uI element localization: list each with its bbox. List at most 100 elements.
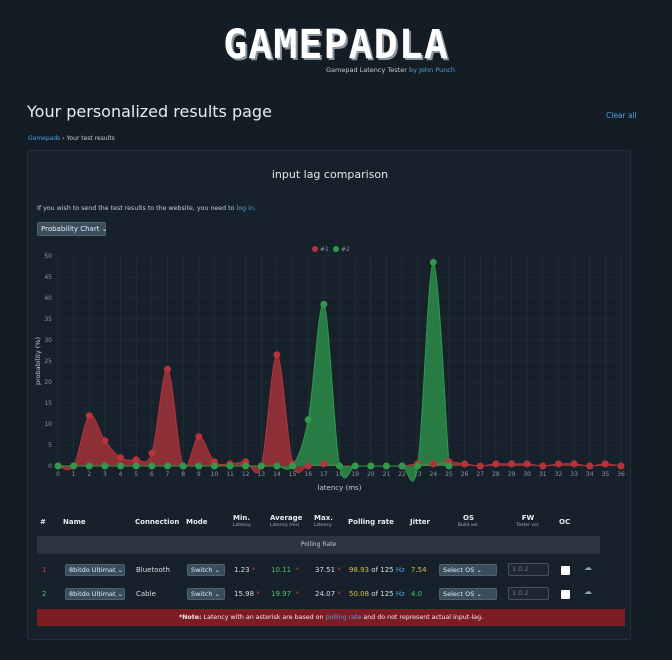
connection-value: Bluetooth <box>136 566 170 574</box>
polling-rate-link[interactable]: polling rate <box>325 614 362 621</box>
data-point <box>101 437 109 445</box>
asterisk: * <box>256 590 260 598</box>
x-tick-label: 32 <box>555 471 563 478</box>
min-latency: 15.98 * <box>234 582 260 606</box>
login-note: If you wish to send the test results to … <box>37 205 256 212</box>
data-point <box>351 462 359 470</box>
x-tick-label: 10 <box>211 471 219 478</box>
chart-type-select[interactable]: Probability Chart ⌄ <box>37 222 108 236</box>
data-point <box>320 460 328 468</box>
mode-select[interactable]: Switch ⌄ <box>187 564 225 576</box>
cloud-upload-icon[interactable]: ☁ <box>584 587 592 596</box>
jitter-value: 7.54 <box>411 566 427 574</box>
results-panel: input lag comparison If you wish to send… <box>27 150 631 640</box>
mode-select[interactable]: Switch ⌄ <box>187 588 225 600</box>
x-tick-label: 17 <box>320 471 328 478</box>
page-title: Your personalized results page <box>27 102 272 121</box>
connection-value: Cable <box>136 590 156 598</box>
data-point <box>163 365 171 373</box>
polling-rate: 50.08 of 125 Hz <box>349 582 405 606</box>
fw-input[interactable]: 1.0.2 <box>508 563 549 576</box>
login-link[interactable]: log in. <box>236 205 256 212</box>
data-point <box>179 462 187 470</box>
oc-checkbox[interactable] <box>561 566 570 575</box>
jitter-value: 4.0 <box>411 590 423 598</box>
col-connection: Connection <box>135 518 180 526</box>
os-select-value: Select OS <box>443 566 475 574</box>
data-point <box>85 462 93 470</box>
x-tick-label: 2 <box>87 471 91 478</box>
col-avg-sub: Latency (ms) <box>270 523 300 528</box>
breadcrumb-gamepads[interactable]: Gamepads <box>28 135 61 142</box>
cloud-upload-icon[interactable]: ☁ <box>584 563 592 572</box>
col-name: Name <box>63 518 86 526</box>
os-select-value: Select OS <box>443 590 475 598</box>
gamepad-select[interactable]: 8bitdo Ultimat ⌄ <box>65 564 125 576</box>
polling-hz: Hz <box>395 590 405 598</box>
min-latency-value: 15.98 <box>234 590 255 598</box>
chart-type-value: Probability Chart <box>41 225 100 233</box>
x-tick-label: 22 <box>398 471 406 478</box>
chevron-down-icon: ⌄ <box>474 566 482 574</box>
data-point <box>304 462 312 470</box>
avg-latency-value: 10.11 <box>271 566 292 574</box>
y-tick-label: 30 <box>44 337 52 344</box>
data-point <box>586 462 594 470</box>
asterisk: * <box>337 566 341 574</box>
max-latency-value: 24.07 <box>315 590 336 598</box>
data-point <box>461 460 469 468</box>
os-select[interactable]: Select OS ⌄ <box>439 588 497 600</box>
data-point <box>273 351 281 359</box>
max-latency: 37.51 * <box>315 558 341 582</box>
asterisk: * <box>295 590 300 598</box>
asterisk: * <box>295 566 300 574</box>
chevron-down-icon: ⌄ <box>115 590 124 598</box>
mode-select-value: Switch <box>191 590 213 598</box>
col-oc: OC <box>559 518 571 526</box>
data-point <box>445 462 453 470</box>
clear-all-link[interactable]: Clear all <box>606 111 637 120</box>
gamepadla-logo[interactable]: GAMEPADLA <box>223 22 449 68</box>
polling-rate: 98.93 of 125 Hz <box>349 558 405 582</box>
col-fw-label: FW <box>521 514 535 522</box>
data-point <box>257 462 265 470</box>
data-point <box>132 456 140 464</box>
gamepad-select-value: 8bitdo Ultimat <box>69 566 116 574</box>
oc-checkbox[interactable] <box>561 590 570 599</box>
legend-marker <box>333 246 339 252</box>
col-polling: Polling rate <box>348 518 394 526</box>
fw-input[interactable]: 1.0.2 <box>508 587 549 600</box>
col-min-label: Min. <box>233 514 251 522</box>
x-tick-label: 18 <box>336 471 344 478</box>
data-point <box>523 460 531 468</box>
polling-rate-value: 50.08 <box>349 590 370 598</box>
col-min: Min. Latency <box>233 514 251 544</box>
x-tick-label: 14 <box>273 471 281 478</box>
data-point <box>601 460 609 468</box>
polling-of: of 125 <box>371 590 394 598</box>
col-max-sub: Latency <box>314 523 332 528</box>
x-tick-label: 9 <box>197 471 201 478</box>
chevron-down-icon: ⌄ <box>212 590 221 598</box>
gamepad-select-value: 8bitdo Ultimat <box>69 590 116 598</box>
y-tick-label: 5 <box>48 442 52 449</box>
avg-latency: 10.11 * <box>271 558 299 582</box>
data-point <box>85 412 93 420</box>
data-point <box>132 462 140 470</box>
data-point <box>414 462 422 470</box>
data-point <box>539 462 547 470</box>
y-tick-label: 20 <box>44 379 52 386</box>
data-point <box>289 462 297 470</box>
series-area-2 <box>58 262 449 482</box>
data-point <box>273 462 281 470</box>
x-tick-label: 35 <box>602 471 610 478</box>
data-point <box>382 462 390 470</box>
os-select[interactable]: Select OS ⌄ <box>439 564 497 576</box>
polling-rate-value: 98.93 <box>349 566 370 574</box>
data-point <box>429 258 437 266</box>
data-point <box>476 462 484 470</box>
author-link[interactable]: by John Punch <box>408 66 455 74</box>
data-point <box>398 462 406 470</box>
col-num: # <box>40 518 46 526</box>
gamepad-select[interactable]: 8bitdo Ultimat ⌄ <box>65 588 125 600</box>
